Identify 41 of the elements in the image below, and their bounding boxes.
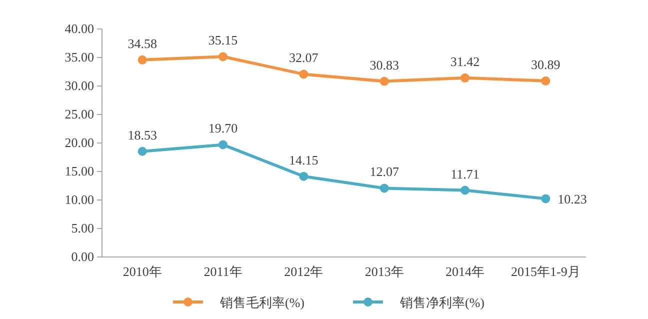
y-tick-label: 10.00 bbox=[64, 192, 94, 207]
x-tick-label: 2011年 bbox=[204, 264, 242, 279]
data-label: 34.58 bbox=[128, 36, 157, 51]
y-tick-label: 25.00 bbox=[64, 106, 94, 122]
point bbox=[380, 184, 389, 193]
x-tick-label: 2012年 bbox=[284, 264, 324, 279]
point bbox=[299, 70, 308, 79]
data-label: 12.07 bbox=[370, 164, 400, 180]
x-tick-label: 2013年 bbox=[364, 264, 404, 279]
point bbox=[138, 146, 147, 156]
data-label: 18.53 bbox=[128, 127, 157, 142]
legend-label: 销售净利率(%) bbox=[399, 295, 484, 310]
point bbox=[460, 186, 470, 195]
point bbox=[299, 172, 308, 181]
point bbox=[460, 73, 470, 82]
data-label: 30.89 bbox=[531, 56, 560, 72]
data-label: 14.15 bbox=[289, 152, 318, 168]
y-tick-label: 5.00 bbox=[71, 220, 94, 236]
legend-label: 销售毛利率(%) bbox=[219, 295, 304, 310]
point bbox=[380, 76, 389, 86]
data-label: 10.23 bbox=[558, 192, 587, 207]
y-tick-label: 35.00 bbox=[64, 50, 94, 64]
point bbox=[138, 55, 147, 64]
data-label: 30.83 bbox=[370, 57, 399, 72]
y-tick-label: 20.00 bbox=[64, 135, 94, 150]
data-label: 35.15 bbox=[208, 32, 238, 48]
data-label: 31.42 bbox=[450, 54, 480, 69]
data-label: 19.70 bbox=[208, 120, 238, 136]
point bbox=[218, 52, 228, 62]
data-label: 32.07 bbox=[289, 50, 319, 66]
point bbox=[218, 140, 228, 150]
point bbox=[541, 194, 550, 204]
x-tick-label: 2010年 bbox=[122, 264, 162, 279]
x-tick-label: 2015年1-9月 bbox=[510, 264, 580, 279]
y-tick-label: 30.00 bbox=[64, 78, 94, 93]
y-tick-label: 0.00 bbox=[71, 249, 94, 264]
y-tick-label: 15.00 bbox=[64, 164, 94, 178]
data-label: 11.71 bbox=[450, 166, 480, 182]
point bbox=[541, 76, 550, 86]
y-tick-label: 40.00 bbox=[64, 21, 94, 36]
x-tick-label: 2014年 bbox=[446, 264, 484, 279]
